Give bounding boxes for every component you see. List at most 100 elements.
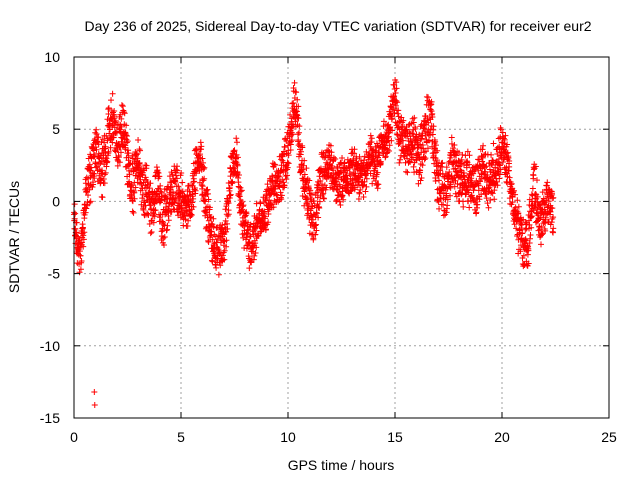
- data-point: [425, 119, 432, 126]
- data-point: [328, 149, 335, 156]
- data-point: [201, 175, 208, 182]
- data-point: [227, 173, 234, 180]
- data-point: [146, 185, 153, 192]
- data-point: [112, 117, 119, 124]
- data-point: [542, 214, 549, 221]
- data-point: [185, 217, 192, 224]
- data-point: [225, 200, 232, 207]
- data-point: [550, 225, 557, 232]
- data-point: [152, 207, 159, 214]
- data-point: [113, 129, 120, 136]
- data-point: [86, 161, 93, 168]
- data-point: [158, 189, 165, 196]
- data-point: [393, 98, 400, 105]
- data-point: [327, 142, 334, 149]
- data-point: [188, 212, 195, 219]
- data-point: [263, 226, 270, 233]
- data-point: [309, 216, 316, 223]
- data-point: [410, 163, 417, 170]
- data-point: [409, 130, 416, 137]
- data-point: [262, 215, 269, 222]
- data-point: [122, 129, 129, 136]
- data-point: [237, 188, 244, 195]
- data-point: [229, 179, 236, 186]
- data-point: [331, 175, 338, 182]
- data-point: [222, 217, 229, 224]
- data-point: [253, 244, 260, 251]
- data-point: [538, 241, 545, 248]
- data-point: [130, 167, 137, 174]
- data-point: [72, 210, 79, 217]
- data-point: [239, 203, 246, 210]
- data-point: [83, 205, 90, 212]
- data-point: [223, 243, 230, 250]
- data-point: [80, 243, 87, 250]
- data-point: [382, 153, 389, 160]
- data-point: [315, 214, 322, 221]
- data-point: [78, 257, 85, 264]
- data-point: [412, 125, 419, 132]
- data-point: [92, 129, 99, 136]
- data-point: [361, 178, 368, 185]
- data-point: [395, 107, 402, 114]
- data-point: [257, 200, 264, 207]
- data-point: [440, 201, 447, 208]
- data-point: [308, 219, 315, 226]
- data-point: [523, 237, 530, 244]
- data-point: [203, 187, 210, 194]
- data-point: [515, 203, 522, 210]
- data-point: [273, 191, 280, 198]
- data-point: [526, 235, 533, 242]
- data-point: [124, 138, 131, 145]
- data-point: [267, 200, 274, 207]
- data-point: [396, 118, 403, 125]
- data-point: [257, 228, 264, 235]
- data-point: [118, 115, 125, 122]
- data-point: [93, 146, 100, 153]
- data-point: [429, 114, 436, 121]
- data-point: [515, 210, 522, 217]
- data-point: [224, 225, 231, 232]
- data-point: [426, 115, 433, 122]
- data-point: [227, 192, 234, 199]
- data-point: [157, 188, 164, 195]
- data-point: [550, 194, 557, 201]
- data-point: [418, 174, 425, 181]
- data-point: [93, 131, 100, 138]
- data-point: [117, 149, 124, 156]
- data-point: [549, 205, 556, 212]
- data-point: [204, 190, 211, 197]
- data-point: [483, 195, 490, 202]
- data-point: [305, 185, 312, 192]
- data-point: [295, 103, 302, 110]
- data-point: [226, 184, 233, 191]
- data-point: [487, 168, 494, 175]
- data-point: [363, 175, 370, 182]
- data-point: [367, 132, 374, 139]
- data-point: [167, 184, 174, 191]
- data-point: [364, 167, 371, 174]
- data-point: [243, 234, 250, 241]
- data-point: [111, 115, 118, 122]
- data-point: [240, 234, 247, 241]
- data-point: [154, 169, 161, 176]
- data-point: [482, 190, 489, 197]
- data-point: [488, 173, 495, 180]
- data-point: [125, 154, 132, 161]
- data-point: [389, 115, 396, 122]
- data-point: [260, 209, 267, 216]
- data-point: [213, 224, 220, 231]
- data-point: [316, 198, 323, 205]
- data-point: [278, 196, 285, 203]
- data-point: [98, 139, 105, 146]
- data-point: [111, 107, 118, 114]
- data-point: [287, 147, 294, 154]
- data-point: [282, 172, 289, 179]
- data-point: [306, 177, 313, 184]
- data-point: [534, 193, 541, 200]
- data-point: [385, 133, 392, 140]
- data-point: [104, 137, 111, 144]
- data-point: [154, 190, 161, 197]
- data-point: [92, 144, 99, 151]
- data-point: [188, 182, 195, 189]
